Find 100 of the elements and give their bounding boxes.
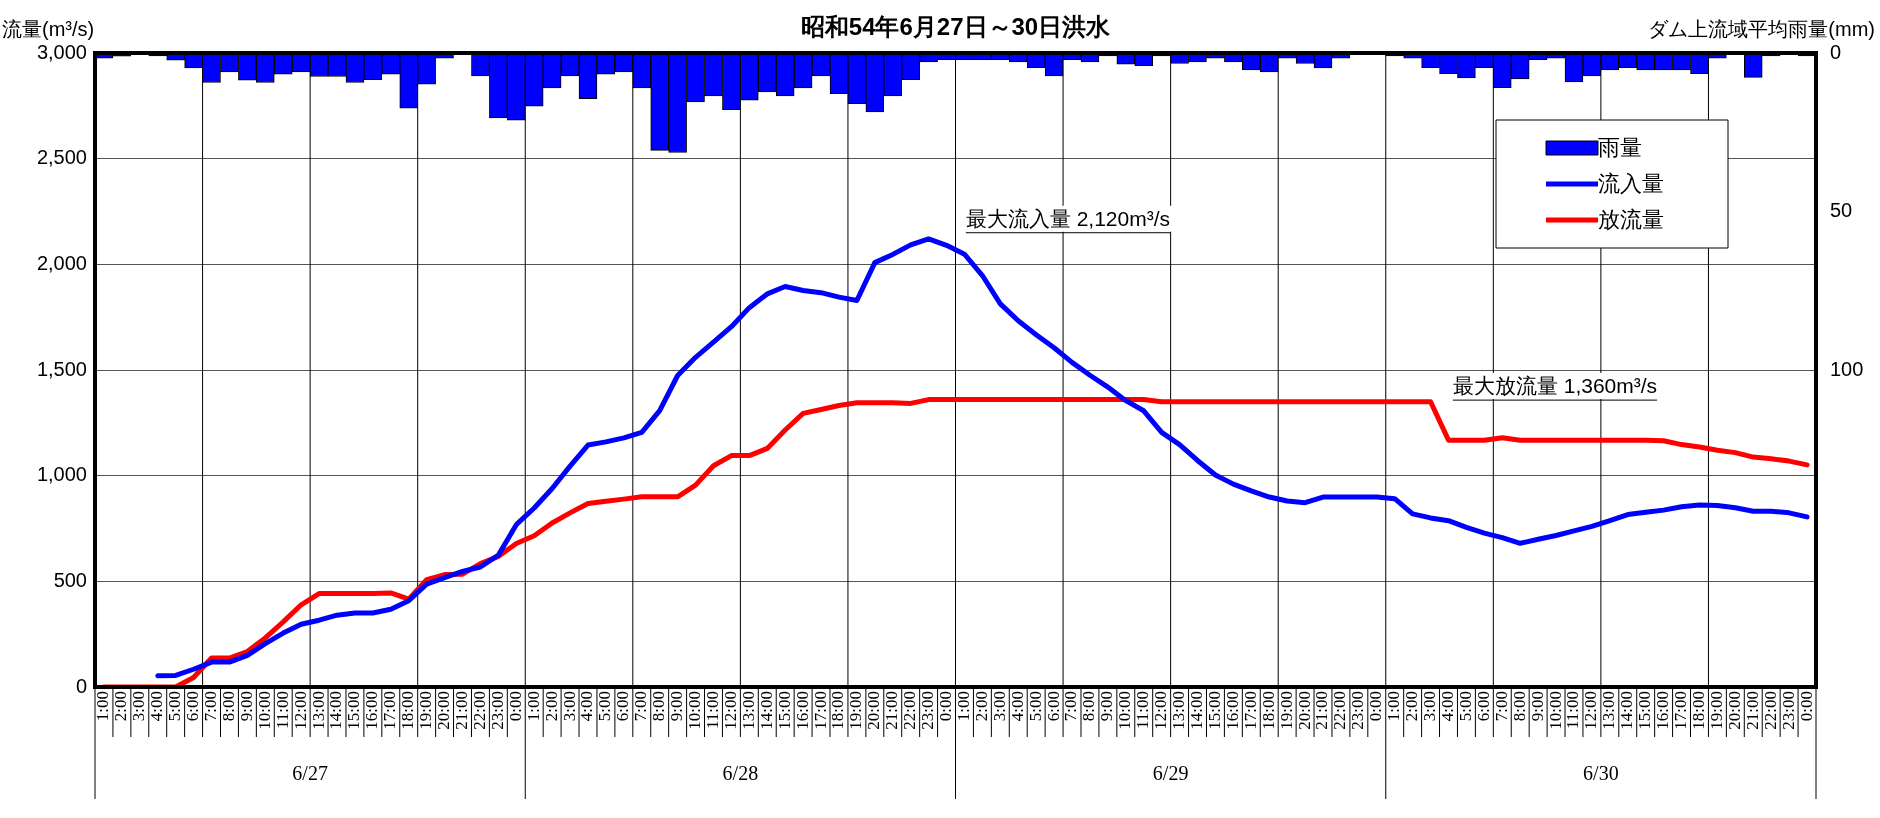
x-tick-label: 16:00: [792, 691, 812, 730]
x-tick-label: 16:00: [1653, 691, 1673, 730]
x-tick-label: 13:00: [1169, 691, 1189, 730]
x-tick-label: 4:00: [147, 691, 167, 722]
x-tick-label: 19:00: [1706, 691, 1726, 730]
x-tick-label: 4:00: [1437, 691, 1457, 722]
x-tick-label: 19:00: [1276, 691, 1296, 730]
x-tick-label: 13:00: [738, 691, 758, 730]
x-tick-label: 8:00: [1079, 691, 1099, 722]
x-tick-label: 13:00: [1599, 691, 1619, 730]
x-tick-label: 12:00: [290, 691, 310, 730]
y-tick-label: 2,000: [36, 251, 87, 274]
x-tick-label: 4:00: [577, 691, 597, 722]
x-tick-label: 4:00: [1007, 691, 1027, 722]
x-tick-label: 3:00: [1420, 691, 1440, 722]
x-tick-label: 9:00: [236, 691, 256, 722]
x-tick-label: 15:00: [344, 691, 364, 730]
x-tick-label: 23:00: [487, 691, 507, 730]
x-tick-label: 23:00: [1348, 691, 1368, 730]
x-tick-label: 17:00: [1671, 691, 1691, 730]
x-tick-label: 19:00: [416, 691, 436, 730]
x-tick-label: 11:00: [272, 691, 292, 730]
x-tick-label: 20:00: [1294, 691, 1314, 730]
x-tick-label: 23:00: [1778, 691, 1798, 730]
y2-tick-label: 0: [1830, 40, 1842, 63]
text: 6/28: [722, 762, 759, 785]
x-tick-label: 10:00: [1545, 691, 1565, 730]
x-tick-label: 21:00: [1312, 691, 1332, 730]
x-tick-label: 12:00: [720, 691, 740, 730]
x-tick-label: 2:00: [971, 691, 991, 722]
x-tick-label: 16:00: [1222, 691, 1242, 730]
x-tick-label: 10:00: [685, 691, 705, 730]
x-tick-label: 21:00: [1742, 691, 1762, 730]
x-tick-label: 11:00: [1133, 691, 1153, 730]
x-tick-label: 1:00: [93, 691, 113, 722]
annotation: 最大流入量 2,120m³/s: [965, 206, 1171, 230]
x-tick-label: 6:00: [183, 691, 203, 722]
x-tick-label: 15:00: [1204, 691, 1224, 730]
legend-label: 放流量: [1598, 207, 1664, 233]
x-tick-label: 23:00: [918, 691, 938, 730]
y-tick-label: 1,500: [36, 357, 87, 380]
x-tick-label: 16:00: [362, 691, 382, 730]
text: 6/27: [292, 762, 328, 785]
y2-tick-label: 50: [1830, 199, 1853, 222]
x-tick-label: 18:00: [828, 691, 848, 730]
y2-axis-title: ダム上流域平均雨量(mm): [1648, 17, 1875, 40]
text: 6/30: [1583, 762, 1619, 785]
legend-label: 流入量: [1598, 171, 1664, 197]
y-axis-title: 流量(m³/s): [2, 17, 95, 40]
x-tick-label: 2:00: [1402, 691, 1422, 722]
annotation: 最大放流量 1,360m³/s: [1452, 373, 1658, 397]
x-tick-label: 8:00: [649, 691, 669, 722]
x-tick-label: 17:00: [380, 691, 400, 730]
x-tick-label: 8:00: [218, 691, 238, 722]
x-tick-label: 2:00: [541, 691, 561, 722]
y-tick-label: 0: [75, 674, 87, 697]
x-tick-label: 12:00: [1151, 691, 1171, 730]
x-tick-label: 5:00: [1455, 691, 1475, 722]
x-tick-label: 9:00: [1097, 691, 1117, 722]
x-tick-label: 17:00: [810, 691, 830, 730]
x-tick-label: 18:00: [398, 691, 418, 730]
x-tick-label: 21:00: [451, 691, 471, 730]
x-tick-label: 20:00: [434, 691, 454, 730]
x-tick-label: 9:00: [1527, 691, 1547, 722]
x-tick-label: 5:00: [165, 691, 185, 722]
x-tick-label: 19:00: [846, 691, 866, 730]
x-tick-label: 6:00: [1043, 691, 1063, 722]
x-tick-label: 6:00: [613, 691, 633, 722]
legend-label: 雨量: [1598, 135, 1642, 161]
x-tick-label: 3:00: [989, 691, 1009, 722]
x-tick-label: 10:00: [254, 691, 274, 730]
x-tick-label: 22:00: [469, 691, 489, 730]
x-tick-label: 14:00: [756, 691, 776, 730]
x-tick-label: 7:00: [631, 691, 651, 722]
x-tick-label: 3:00: [129, 691, 149, 722]
x-tick-label: 3:00: [559, 691, 579, 722]
x-tick-label: 10:00: [1115, 691, 1135, 730]
x-tick-label: 14:00: [1186, 691, 1206, 730]
x-tick-label: 2:00: [111, 691, 131, 722]
x-tick-label: 18:00: [1688, 691, 1708, 730]
x-tick-label: 0:00: [505, 691, 525, 722]
x-tick-label: 9:00: [667, 691, 687, 722]
x-tick-label: 6:00: [1473, 691, 1493, 722]
y-tick-label: 1,000: [36, 463, 87, 486]
x-tick-label: 22:00: [1330, 691, 1350, 730]
y-tick-label: 500: [53, 568, 87, 591]
x-tick-label: 22:00: [900, 691, 920, 730]
x-tick-label: 12:00: [1581, 691, 1601, 730]
x-tick-label: 22:00: [1760, 691, 1780, 730]
x-tick-label: 5:00: [595, 691, 615, 722]
x-tick-label: 14:00: [326, 691, 346, 730]
x-tick-label: 5:00: [1025, 691, 1045, 722]
x-tick-label: 11:00: [1563, 691, 1583, 730]
x-tick-label: 15:00: [774, 691, 794, 730]
y-tick-label: 2,500: [36, 146, 87, 169]
x-tick-label: 8:00: [1509, 691, 1529, 722]
x-tick-label: 21:00: [882, 691, 902, 730]
text: 6/29: [1152, 762, 1189, 785]
x-tick-label: 1:00: [523, 691, 543, 722]
x-tick-label: 0:00: [1366, 691, 1386, 722]
